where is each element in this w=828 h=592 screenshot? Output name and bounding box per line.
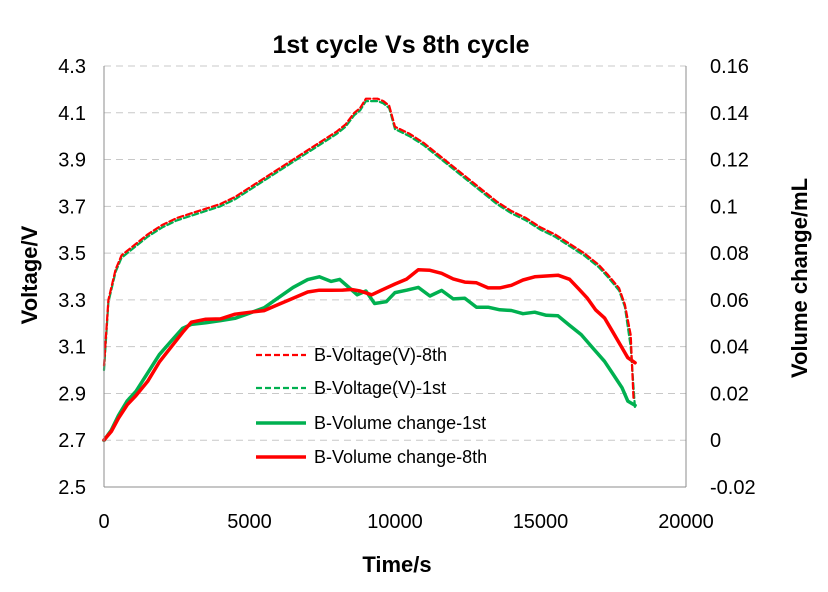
y2-tick-label: 0.16 — [710, 56, 749, 78]
y2-axis-label: Volume change/mL — [787, 178, 812, 378]
y2-tick-label: 0.06 — [710, 290, 749, 312]
legend-label-b-volume-change-8th: B-Volume change-8th — [314, 447, 487, 467]
y-tick-label: 3.1 — [58, 337, 86, 359]
y-tick-label: 4.1 — [58, 103, 86, 125]
series-line-b-volume-change-8th — [102, 268, 637, 442]
y-axis-label: Voltage/V — [17, 225, 42, 324]
y-tick-label: 3.9 — [58, 150, 86, 172]
x-tick-label: 10000 — [367, 511, 423, 533]
y2-tick-label: 0.04 — [710, 337, 749, 359]
x-tick-label: 20000 — [658, 511, 714, 533]
y2-tick-label: 0 — [710, 430, 721, 452]
legend-label-b-voltage-v-8th: B-Voltage(V)-8th — [314, 345, 447, 365]
series-line-b-volume-change-1st — [102, 275, 637, 443]
chart-title: 1st cycle Vs 8th cycle — [272, 31, 529, 59]
y-tick-label: 3.7 — [58, 196, 86, 218]
y-tick-label: 3.5 — [58, 243, 86, 265]
y-tick-label: 2.9 — [58, 383, 86, 405]
plot-series — [102, 97, 637, 443]
y2-tick-label: 0.08 — [710, 243, 749, 265]
x-axis-label: Time/s — [362, 552, 431, 577]
x-tick-label: 15000 — [513, 511, 569, 533]
axes — [103, 66, 687, 488]
y2-tick-label: 0.14 — [710, 103, 749, 125]
gridlines — [104, 65, 686, 441]
y-tick-label: 3.3 — [58, 290, 86, 312]
series-line-b-voltage-v-1st — [102, 99, 637, 411]
legend-label-b-volume-change-1st: B-Volume change-1st — [314, 413, 486, 433]
x-tick-label: 5000 — [227, 511, 272, 533]
y2-tick-label: 0.12 — [710, 150, 749, 172]
y2-tick-label: 0.1 — [710, 196, 738, 218]
x-tick-label: 0 — [98, 511, 109, 533]
legend-label-b-voltage-v-1st: B-Voltage(V)-1st — [314, 378, 446, 398]
y-tick-label: 4.3 — [58, 56, 86, 78]
y-tick-label: 2.5 — [58, 477, 86, 499]
y2-tick-label: -0.02 — [710, 477, 756, 499]
y-tick-label: 2.7 — [58, 430, 86, 452]
y2-tick-label: 0.02 — [710, 383, 749, 405]
series-line-b-voltage-v-8th — [102, 97, 635, 402]
legend: B-Voltage(V)-8th B-Voltage(V)-1st B-Volume… — [256, 345, 487, 467]
tick-labels: 0 5000 10000 15000 20000 2.5 2.7 2.9 3.1 3.3 3.5 3.… — [58, 56, 755, 533]
